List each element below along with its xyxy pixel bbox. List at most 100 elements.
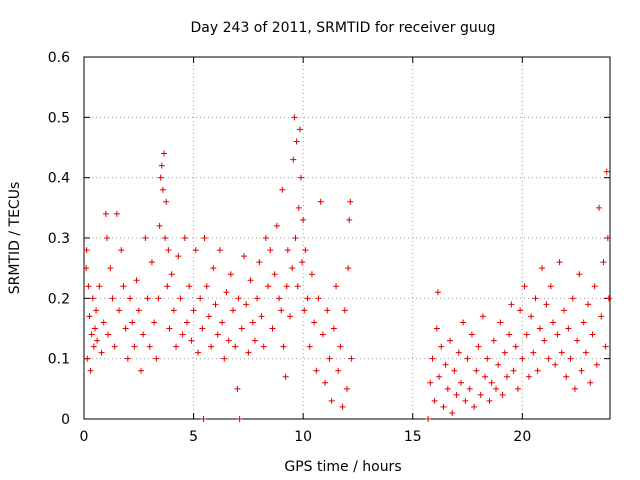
data-point <box>554 331 561 338</box>
data-point <box>545 355 552 362</box>
data-point <box>153 355 160 362</box>
data-point <box>525 373 532 380</box>
data-point <box>536 325 543 332</box>
data-point <box>199 325 206 332</box>
data-point <box>192 247 199 254</box>
data-point <box>240 253 247 260</box>
y-axis-label: SRMTID / TECUs <box>7 182 23 295</box>
data-point <box>550 319 557 326</box>
data-point <box>541 337 548 344</box>
x-axis-label: GPS time / hours <box>284 459 401 475</box>
data-point <box>89 295 96 302</box>
data-point <box>328 397 335 404</box>
data-point <box>593 361 600 368</box>
data-point <box>212 301 219 308</box>
data-point <box>462 397 469 404</box>
data-point <box>159 186 166 193</box>
data-point <box>113 210 120 217</box>
data-point <box>284 247 291 254</box>
data-point <box>210 265 217 272</box>
data-point <box>283 283 290 290</box>
data-point <box>111 343 118 350</box>
data-point <box>580 319 587 326</box>
data-point <box>290 156 297 163</box>
data-point <box>552 361 559 368</box>
data-point <box>177 295 184 302</box>
data-point <box>135 307 142 314</box>
data-point <box>276 295 283 302</box>
data-point <box>523 331 530 338</box>
data-point <box>166 325 173 332</box>
data-point <box>438 343 445 350</box>
data-point <box>503 373 510 380</box>
data-point <box>122 325 129 332</box>
data-point <box>267 247 274 254</box>
data-point <box>440 403 447 410</box>
data-point <box>155 295 162 302</box>
data-point <box>569 295 576 302</box>
data-point <box>339 403 346 410</box>
data-point <box>158 162 165 169</box>
data-point <box>514 385 521 392</box>
data-point <box>346 216 353 223</box>
data-point <box>102 210 109 217</box>
data-point <box>168 271 175 278</box>
data-point <box>200 416 207 422</box>
data-point <box>223 289 230 296</box>
x-tick-label: 0 <box>80 429 89 445</box>
data-point <box>598 313 605 320</box>
data-point <box>596 204 603 211</box>
data-point <box>188 337 195 344</box>
data-point <box>306 343 313 350</box>
data-point <box>179 331 186 338</box>
data-point <box>453 391 460 398</box>
data-point <box>517 307 524 314</box>
data-point <box>247 277 254 284</box>
x-tick-label: 20 <box>513 429 531 445</box>
data-point <box>436 373 443 380</box>
data-point <box>455 349 462 356</box>
data-point <box>444 385 451 392</box>
data-point <box>471 403 478 410</box>
data-point <box>301 307 308 314</box>
data-point <box>197 295 204 302</box>
y-tick-label: 0.6 <box>48 50 70 66</box>
data-point <box>302 247 309 254</box>
data-point <box>427 379 434 386</box>
data-point <box>333 283 340 290</box>
data-point <box>127 295 134 302</box>
x-tick-label: 15 <box>404 429 422 445</box>
data-point <box>164 283 171 290</box>
data-point <box>308 271 315 278</box>
data-point <box>232 343 239 350</box>
data-point <box>429 355 436 362</box>
data-point <box>109 295 116 302</box>
data-point <box>251 337 258 344</box>
data-point <box>214 331 221 338</box>
data-point <box>442 361 449 368</box>
data-point <box>256 259 263 266</box>
data-point <box>602 343 609 350</box>
data-point <box>278 307 285 314</box>
data-point <box>293 138 300 145</box>
data-point <box>578 367 585 374</box>
data-point <box>90 343 97 350</box>
data-point <box>148 259 155 266</box>
data-point <box>190 307 197 314</box>
grid-layer <box>84 57 610 419</box>
data-point <box>221 355 228 362</box>
data-point <box>477 391 484 398</box>
data-point <box>345 265 352 272</box>
data-point <box>300 216 307 223</box>
data-point <box>567 355 574 362</box>
y-tick-label: 0.1 <box>48 352 70 368</box>
data-point <box>236 416 243 422</box>
data-point <box>269 325 276 332</box>
data-point <box>265 283 272 290</box>
data-point <box>107 265 114 272</box>
data-point <box>457 379 464 386</box>
data-point <box>519 355 526 362</box>
data-point <box>262 235 269 241</box>
data-point <box>460 319 467 326</box>
data-point <box>287 313 294 320</box>
